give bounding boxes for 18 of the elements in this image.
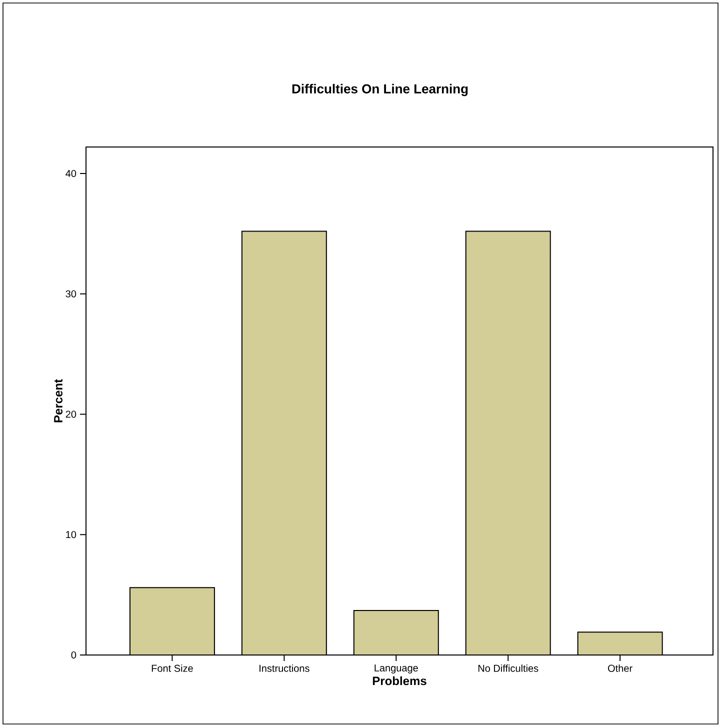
y-tick-label: 10 (66, 531, 76, 538)
x-tick-label: Font Size (152, 664, 193, 672)
y-tick-label: 0 (71, 651, 76, 659)
y-tick-label: 30 (66, 290, 76, 298)
chart-title: Difficulties On Line Learning (292, 84, 468, 96)
x-tick-label: Language (374, 664, 418, 674)
x-tick-label: No Difficulties (478, 664, 538, 672)
y-tick-label: 20 (66, 410, 76, 418)
x-tick-label: Instructions (260, 664, 310, 672)
bar (465, 230, 551, 655)
y-axis-title: Percent (54, 379, 62, 422)
bar (353, 610, 439, 655)
x-tick-label: Other (608, 664, 632, 672)
bar (130, 588, 214, 655)
y-tick-label: 40 (66, 170, 76, 178)
x-axis-title: Problems (372, 676, 426, 686)
bar (577, 632, 663, 655)
bar (241, 230, 327, 655)
